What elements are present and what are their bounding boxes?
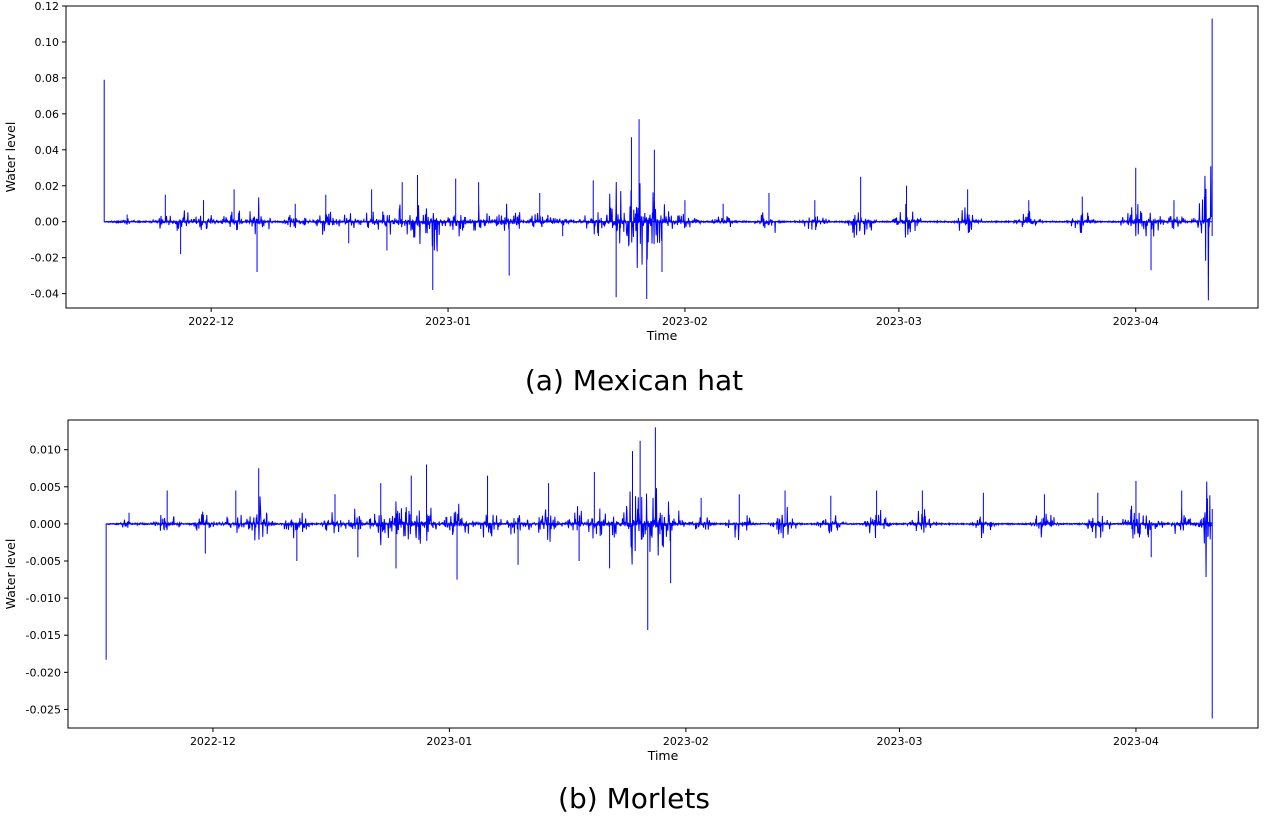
series-group [105, 427, 1213, 719]
y-tick-label: -0.005 [26, 555, 61, 568]
x-axis-label: Time [646, 328, 678, 343]
plot-frame [67, 419, 1259, 729]
y-tick-label: -0.015 [26, 629, 61, 642]
chart-panel-a: 0.12 0.10 0.08 0.06 0.04 0.02 0.00 -0.02 -0.04 20… [0, 0, 1268, 370]
y-tick-label: 0.005 [30, 481, 62, 494]
x-axis-label: Time [647, 748, 679, 763]
y-tick-label: -0.010 [26, 592, 61, 605]
caption-a: (a) Mexican hat [524, 364, 744, 397]
y-tick-label: 0.04 [35, 144, 60, 157]
y-tick-label: 0.08 [35, 72, 60, 85]
y-axis-label: Water level [3, 539, 18, 610]
y-tick-label: 0.010 [30, 444, 62, 457]
caption-b: (b) Morlets [558, 782, 710, 815]
x-tick-label: 2023-02 [663, 735, 709, 748]
y-tick-label: 0.10 [35, 36, 60, 49]
y-tick-label: -0.04 [31, 288, 59, 301]
x-tick-label: 2022-12 [188, 315, 234, 328]
x-tick-label: 2023-01 [425, 315, 471, 328]
series-line [103, 18, 1213, 301]
y-tick-label: -0.025 [26, 703, 61, 716]
y-axis-label: Water level [3, 122, 18, 193]
x-tick-label: 2022-12 [190, 735, 236, 748]
y-tick-label: 0.00 [35, 216, 60, 229]
x-tick-label: 2023-01 [426, 735, 472, 748]
x-tick-label: 2023-04 [1113, 735, 1159, 748]
y-tick-label: -0.020 [26, 666, 61, 679]
chart-panel-b: 0.010 0.005 0.000 -0.005 -0.010 -0.015 -0.020 -… [0, 412, 1268, 782]
y-tick-label: 0.02 [35, 180, 60, 193]
plot-frame [65, 5, 1259, 309]
series-line [105, 427, 1213, 719]
x-tick-label: 2023-02 [662, 315, 708, 328]
series-group [103, 18, 1213, 301]
x-tick-label: 2023-03 [876, 315, 922, 328]
chart-b-svg: 0.010 0.005 0.000 -0.005 -0.010 -0.015 -0.020 -… [3, 419, 1259, 763]
x-tick-label: 2023-04 [1113, 315, 1159, 328]
y-tick-label: 0.000 [30, 518, 62, 531]
y-tick-label: 0.12 [35, 0, 60, 13]
y-tick-label: -0.02 [31, 252, 59, 265]
y-tick-label: 0.06 [35, 108, 60, 121]
chart-a-svg: 0.12 0.10 0.08 0.06 0.04 0.02 0.00 -0.02 -0.04 20… [3, 0, 1259, 343]
x-tick-label: 2023-03 [876, 735, 922, 748]
